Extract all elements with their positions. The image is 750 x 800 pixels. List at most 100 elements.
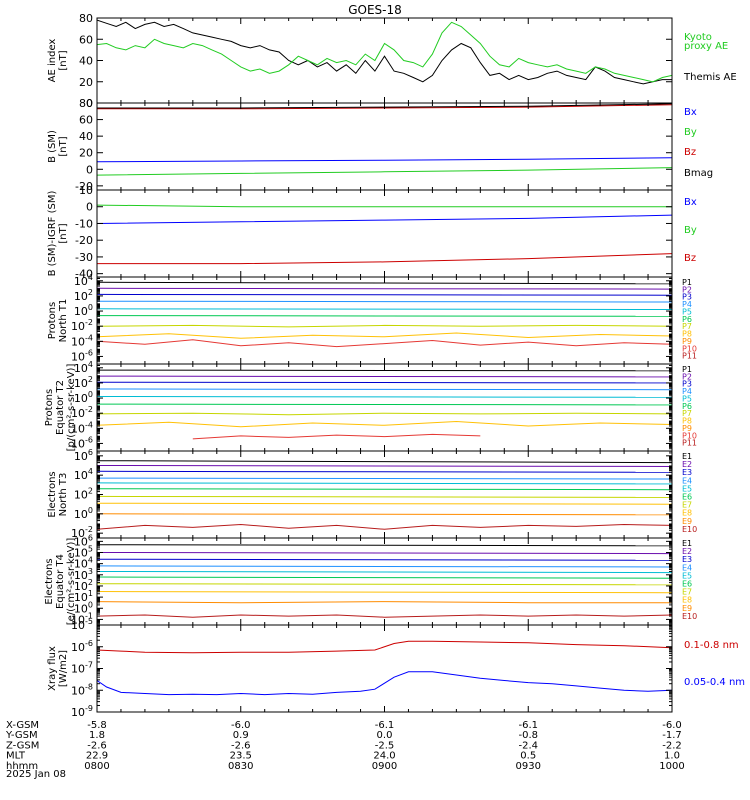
ephemeris-table: X-GSM -5.8 -6.0 -6.1 -6.1 -6.0Y-GSM 1.8 0.9 0.0-… (5, 720, 685, 772)
y-tick-label: 80 (79, 97, 93, 110)
panel-7: 10-9 10-8 10-7 10-6 10-5 Xray flux [W/m2] 0.1-0… (47, 617, 745, 719)
y-tick-label: 100 (74, 303, 93, 318)
panel-frame (96, 537, 673, 626)
series-line-4-6 (97, 412, 672, 416)
series-line-5-9 (97, 523, 672, 530)
y-axis-label: B (SM) (47, 130, 58, 163)
ephemeris-value: -6.1 (375, 720, 395, 731)
series-line-6-6 (97, 583, 672, 586)
panel-frame (96, 450, 673, 539)
ephemeris-value: -6.1 (518, 720, 538, 731)
series-line-4-5 (97, 403, 672, 406)
series-line-3-5 (97, 315, 672, 317)
y-tick-label: 10 (79, 184, 93, 197)
y-tick-label: 60 (79, 114, 93, 127)
ephemeris-value: -2.5 (375, 740, 395, 751)
series-line-3-2 (97, 293, 672, 296)
legend-entry: E4 (682, 563, 692, 572)
y-tick-label: 0 (86, 163, 93, 176)
y-tick-label: -10 (75, 217, 93, 230)
series-line-1-1 (97, 167, 672, 176)
series-line-4-2 (97, 381, 672, 384)
series-line-7-0 (97, 640, 672, 654)
legend-entry: P9 (682, 337, 692, 346)
legend-entry: E2 (682, 460, 692, 469)
ephemeris-value: 0930 (516, 761, 541, 772)
ephemeris-value: -2.6 (231, 740, 251, 751)
legend-entry: P10 (682, 344, 697, 353)
ephemeris-value: -1.7 (662, 730, 682, 741)
legend-entry: P5 (682, 307, 692, 316)
y-tick-label: 40 (79, 55, 93, 68)
ephemeris-value: 24.0 (373, 751, 395, 762)
y-tick-label: 10-2 (71, 318, 93, 333)
ephemeris-value: 0.9 (233, 730, 249, 741)
series-line-0-0 (97, 19, 672, 85)
series-line-1-0 (97, 157, 672, 163)
legend-entry: Bz (684, 253, 696, 264)
legend-entry: E5 (682, 484, 692, 493)
y-axis-label: [nT] (58, 136, 69, 156)
legend-entry: P4 (682, 387, 692, 396)
panel-frame (96, 624, 673, 713)
legend-entry: E10 (682, 612, 697, 621)
y-axis-label: Equator T4 (55, 554, 66, 609)
legend-entry: P10 (682, 431, 697, 440)
legend-entry: P2 (682, 372, 692, 381)
y-tick-label: 10-8 (71, 682, 93, 697)
series-line-3-6 (97, 324, 672, 328)
series-line-6-0 (97, 544, 672, 547)
y-tick-label: -20 (75, 180, 93, 193)
y-tick-label: -40 (75, 268, 93, 281)
series-line-6-3 (97, 565, 672, 568)
y-tick-label: 60 (79, 33, 93, 46)
y-tick-label: 80 (79, 12, 93, 25)
y-tick-label: 10-6 (71, 639, 93, 654)
series-line-5-1 (97, 465, 672, 467)
ephemeris-value: -0.8 (518, 730, 538, 741)
ephemeris-value: 22.9 (86, 751, 108, 762)
ephemeris-value: 1.8 (89, 730, 105, 741)
legend-entry: P1 (682, 365, 692, 374)
ephemeris-label: X-GSM (6, 720, 39, 731)
series-line-5-6 (97, 495, 672, 498)
series-line-6-7 (97, 591, 672, 594)
ephemeris-value: -6.0 (231, 720, 251, 731)
legend-entry: E8 (682, 596, 692, 605)
legend-entry: E4 (682, 476, 692, 485)
y-axis-label: [nT] (58, 50, 69, 70)
legend-entry: P6 (682, 402, 692, 411)
ephemeris-value: -2.6 (87, 740, 107, 751)
y-tick-label: 104 (74, 467, 93, 482)
legend-entry: P4 (682, 300, 692, 309)
legend-entry: Themis AE (683, 72, 737, 83)
series-line-4-4 (97, 396, 672, 398)
legend-entry: P9 (682, 424, 692, 433)
series-line-4-3 (97, 388, 672, 391)
legend-entry: P7 (682, 322, 692, 331)
series-line-3-0 (97, 281, 672, 285)
series-line-5-4 (97, 482, 672, 485)
series-line-5-0 (97, 460, 672, 464)
legend-entry: 0.1-0.8 nm (684, 640, 739, 651)
legend-entry: E6 (682, 580, 692, 589)
legend-entry: E7 (682, 588, 692, 597)
legend-entry: E6 (682, 493, 692, 502)
series-line-6-2 (97, 558, 672, 561)
ephemeris-value: 0900 (372, 761, 397, 772)
y-axis-label: [e/(cm²-s-sr-keV)] (66, 538, 77, 626)
legend-entry: E8 (682, 509, 692, 518)
legend-entry: P8 (682, 330, 692, 339)
ephemeris-value: 0800 (84, 761, 109, 772)
legend-entry: P2 (682, 285, 692, 294)
y-axis-label: Electrons (47, 471, 58, 517)
legend-entry: P7 (682, 409, 692, 418)
legend-entry: Kyoto (684, 32, 712, 43)
ephemeris-label: Z-GSM (6, 740, 39, 751)
date-label: 2025 Jan 08 (6, 769, 66, 780)
panel-1: -20 0 20 40 60 80 B (SM) [nT] Bx By Bz Bmag (47, 97, 713, 193)
legend-entry: Bmag (684, 168, 713, 179)
y-axis-label: Electrons (44, 558, 55, 604)
